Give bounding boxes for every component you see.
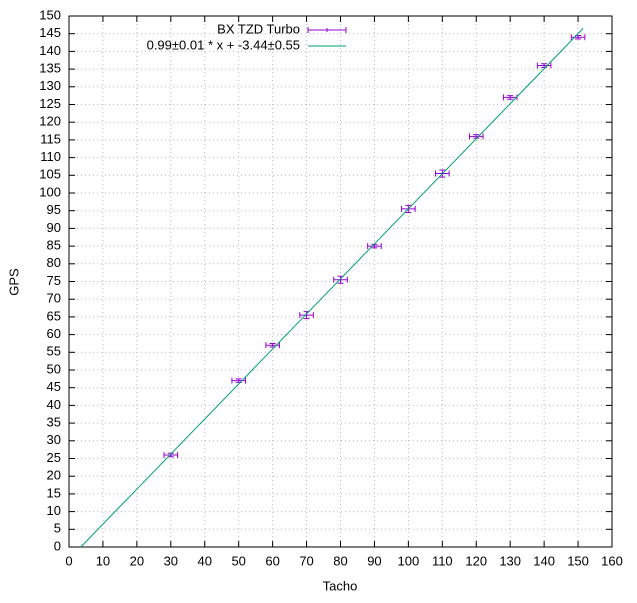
y-tick-label: 35 [47,415,61,430]
y-tick-label: 0 [54,538,61,553]
x-tick-label: 110 [432,553,453,568]
legend-label: BX TZD Turbo [217,21,300,36]
y-tick-label: 115 [40,131,61,146]
y-tick-label: 60 [47,326,61,341]
x-tick-label: 100 [398,553,420,568]
x-tick-label: 80 [333,553,347,568]
y-tick-label: 15 [47,485,61,500]
x-tick-label: 60 [265,553,279,568]
y-tick-label: 130 [39,78,61,93]
y-tick-label: 100 [39,184,61,199]
x-tick-label: 150 [567,553,589,568]
plot-frame [68,15,613,548]
legend-label: 0.99±0.01 * x + -3.44±0.55 [147,37,300,52]
x-tick-label: 20 [130,553,144,568]
y-tick-label: 125 [39,96,61,111]
y-tick-label: 70 [47,291,61,306]
y-tick-label: 30 [47,432,61,447]
x-tick-label: 30 [164,553,178,568]
y-tick-label: 105 [39,167,61,182]
y-tick-label: 90 [47,220,61,235]
y-tick-label: 50 [47,361,61,376]
fit-line [80,28,584,548]
y-tick-label: 95 [47,202,61,217]
y-error-bar [507,95,514,100]
x-tick-label: 120 [465,553,487,568]
y-tick-label: 75 [47,273,61,288]
y-tick-label: 65 [47,308,61,323]
y-tick-label: 45 [47,379,61,394]
y-tick-label: 40 [47,397,61,412]
x-tick-label: 0 [65,553,72,568]
y-tick-label: 85 [47,238,61,253]
y-tick-label: 110 [40,149,61,164]
y-tick-label: 120 [39,114,61,129]
x-tick-label: 160 [601,553,623,568]
y-axis-label: GPS [6,268,21,296]
x-tick-label: 70 [299,553,313,568]
y-tick-label: 145 [39,25,61,40]
x-tick-label: 50 [231,553,245,568]
x-tick-label: 90 [367,553,381,568]
y-tick-label: 5 [54,521,61,536]
legend-swatch [307,27,347,33]
x-tick-label: 40 [198,553,212,568]
y-tick-label: 10 [47,503,61,518]
y-tick-label: 80 [47,255,61,270]
y-tick-label: 140 [39,43,61,58]
y-tick-label: 55 [47,344,61,359]
x-tick-label: 140 [533,553,555,568]
x-tick-label: 10 [96,553,110,568]
y-tick-label: 135 [39,61,61,76]
x-axis-label: Tacho [323,578,358,593]
x-tick-label: 130 [499,553,521,568]
y-tick-label: 20 [47,468,61,483]
y-tick-label: 25 [47,450,61,465]
y-tick-label: 150 [39,7,61,22]
